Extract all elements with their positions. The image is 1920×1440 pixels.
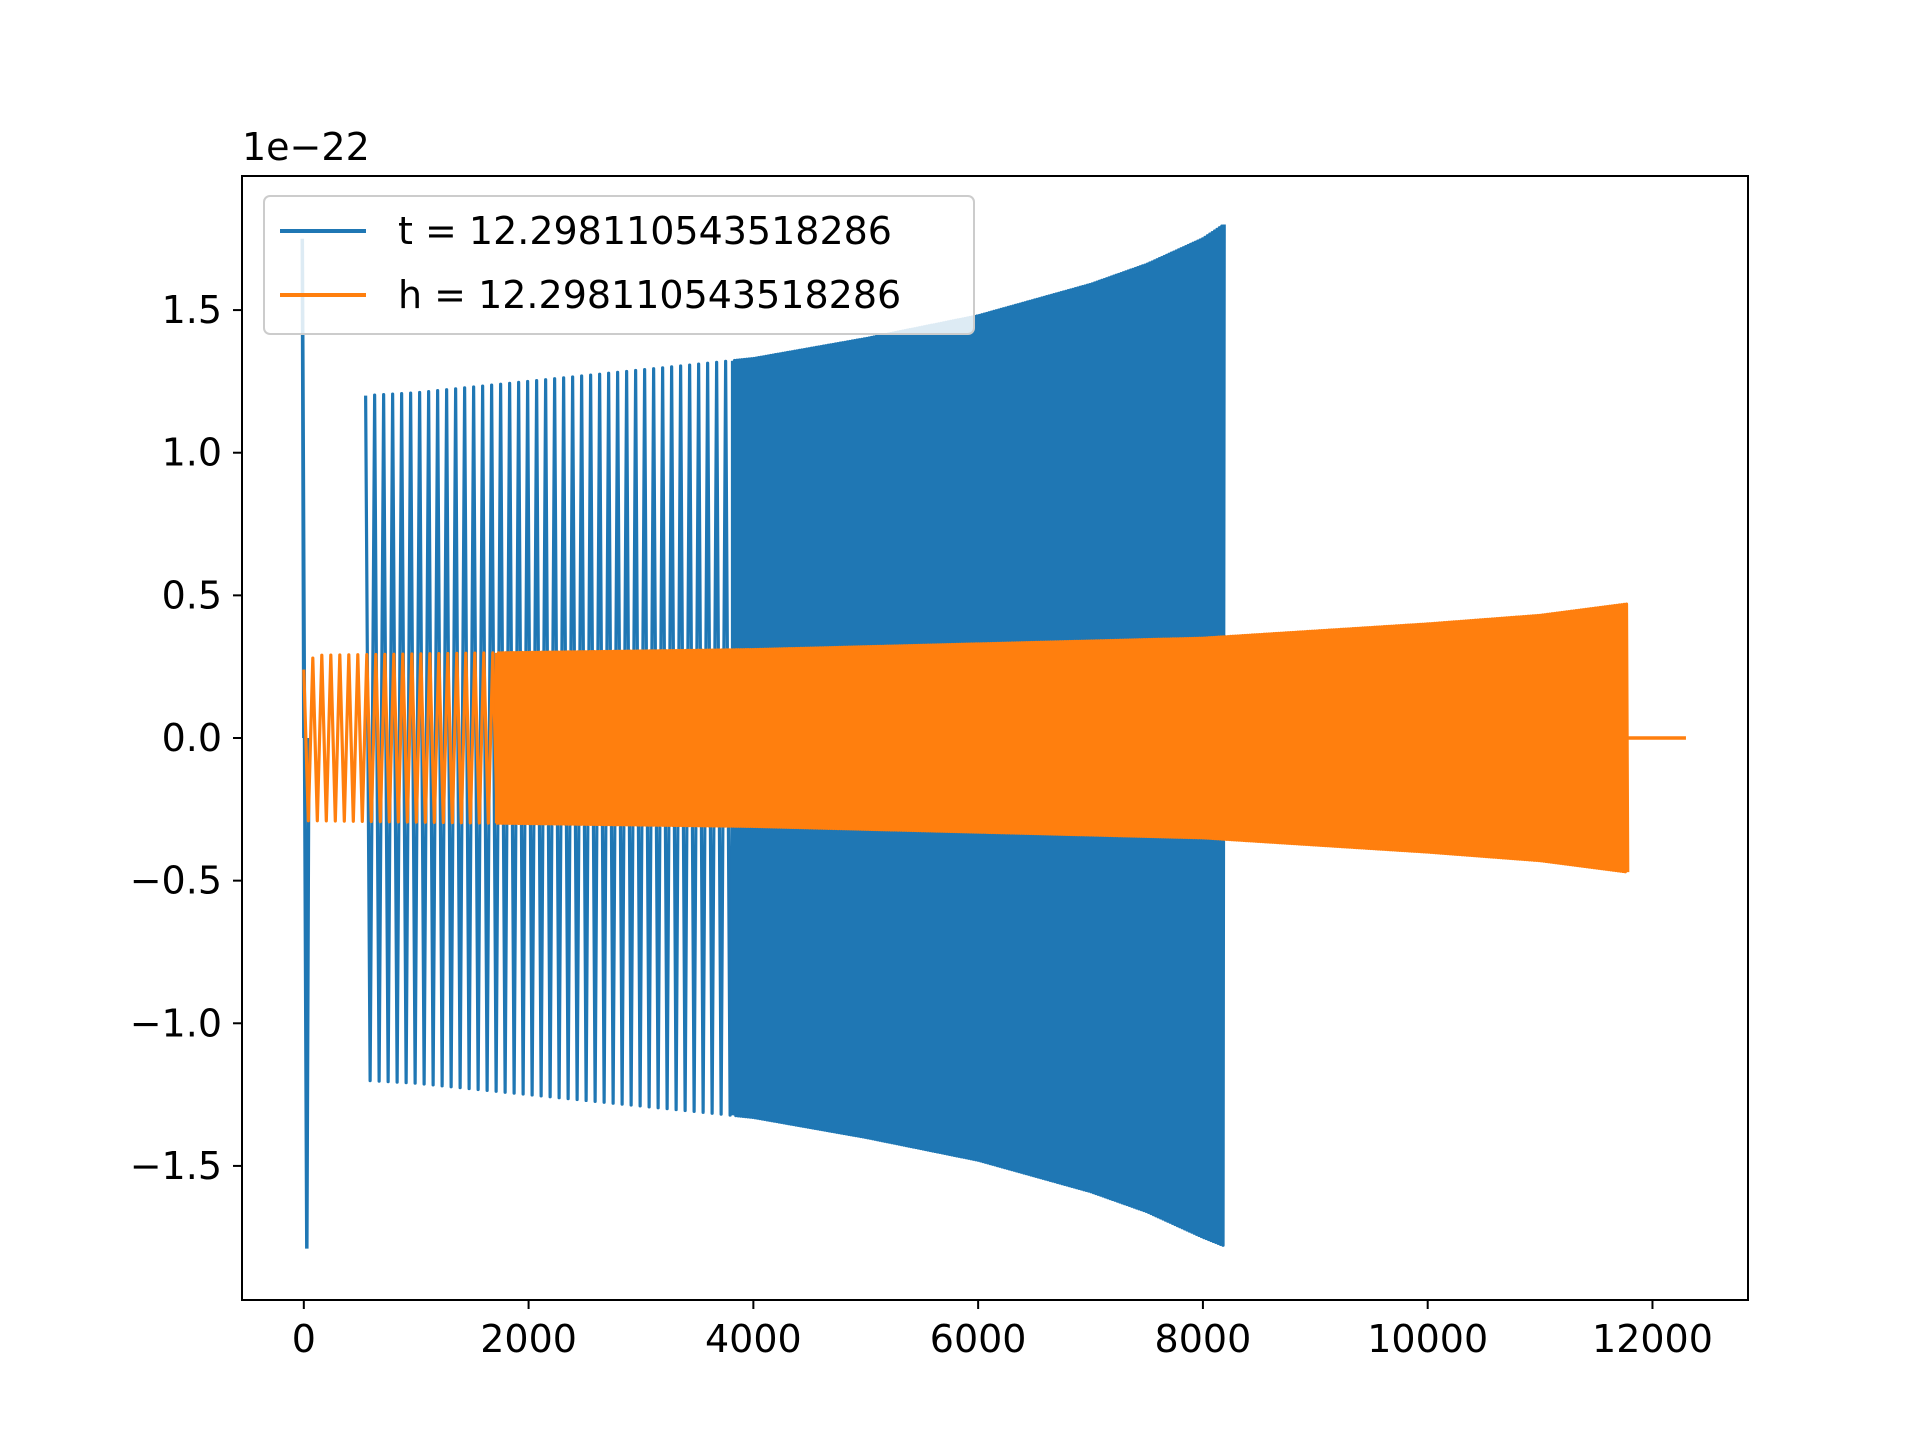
- series-1-dense-band: [494, 603, 1628, 873]
- x-tick-label: 4000: [705, 1317, 802, 1361]
- plot-area: [300, 224, 1686, 1249]
- legend: t = 12.298110543518286 h = 12.29811054351…: [263, 195, 975, 335]
- x-tick-label: 2000: [480, 1317, 577, 1361]
- y-tick-label: −0.5: [130, 859, 222, 903]
- legend-label-1: h = 12.298110543518286: [398, 273, 901, 317]
- y-tick-label: −1.5: [130, 1144, 222, 1188]
- y-tick-label: 0.5: [162, 573, 222, 617]
- y-tick-label: 1.0: [162, 431, 222, 475]
- y-tick-label: −1.0: [130, 1001, 222, 1045]
- x-tick-label: 0: [292, 1317, 316, 1361]
- x-tick-label: 10000: [1367, 1317, 1488, 1361]
- legend-box: [263, 195, 975, 335]
- x-tick-label: 8000: [1155, 1317, 1252, 1361]
- x-tick-label: 6000: [930, 1317, 1027, 1361]
- y-axis-offset-label: 1e−22: [242, 125, 370, 169]
- series-1-line: [302, 602, 1686, 874]
- y-tick-label: 1.5: [162, 288, 222, 332]
- axes: 0 2000 4000 6000 8000 10000 12000 1.5 1.0 0.5 0.0 −…: [130, 175, 1749, 1361]
- x-tick-label: 12000: [1592, 1317, 1713, 1361]
- y-tick-label: 0.0: [162, 716, 222, 760]
- legend-label-0: t = 12.298110543518286: [398, 209, 892, 253]
